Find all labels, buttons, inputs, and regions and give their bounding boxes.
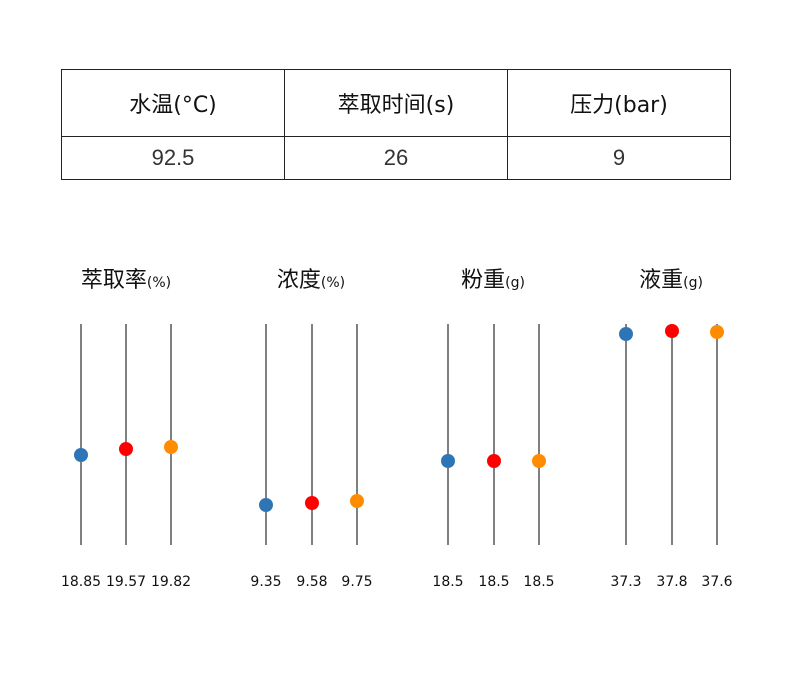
data-point <box>305 496 319 510</box>
data-label: 18.85 <box>61 574 101 590</box>
header-water-temp: 水温(°C) <box>61 69 285 137</box>
params-table: 水温(°C) 萃取时间(s) 压力(bar) 92.5 26 9 <box>61 69 731 180</box>
data-point <box>259 498 273 512</box>
data-point <box>619 327 633 341</box>
data-label: 9.35 <box>250 574 281 590</box>
data-point <box>164 440 178 454</box>
header-extraction-time: 萃取时间(s) <box>284 69 508 137</box>
data-point <box>487 454 501 468</box>
params-header-row: 水温(°C) 萃取时间(s) 压力(bar) <box>61 69 731 137</box>
data-label: 19.57 <box>106 574 146 590</box>
data-label: 18.5 <box>432 574 463 590</box>
data-label: 18.5 <box>523 574 554 590</box>
data-label: 19.82 <box>151 574 191 590</box>
params-value-row: 92.5 26 9 <box>61 136 731 180</box>
metric-title-text: 萃取率 <box>80 268 147 293</box>
data-point <box>532 454 546 468</box>
data-label: 37.3 <box>610 574 641 590</box>
value-water-temp: 92.5 <box>61 136 285 180</box>
data-label: 9.58 <box>296 574 327 590</box>
data-point <box>710 325 724 339</box>
metric-unit: (g) <box>683 275 703 291</box>
value-extraction-time: 26 <box>284 136 508 180</box>
metric-title-yield: 液重(g) <box>639 262 703 294</box>
data-point <box>119 442 133 456</box>
metric-unit: (%) <box>146 275 172 291</box>
data-label: 9.75 <box>341 574 372 590</box>
metric-title-extraction-rate: 萃取率(%) <box>81 262 171 294</box>
header-pressure: 压力(bar) <box>507 69 731 137</box>
metric-unit: (%) <box>320 275 346 291</box>
data-label: 18.5 <box>478 574 509 590</box>
data-point <box>665 324 679 338</box>
metric-unit: (g) <box>505 275 525 291</box>
value-pressure: 9 <box>507 136 731 180</box>
data-point <box>441 454 455 468</box>
metric-title-text: 浓度 <box>276 268 321 293</box>
data-point <box>74 448 88 462</box>
data-label: 37.6 <box>701 574 732 590</box>
metric-title-concentration: 浓度(%) <box>277 262 345 294</box>
data-point <box>350 494 364 508</box>
metric-title-text: 粉重 <box>461 268 506 293</box>
metric-title-dose: 粉重(g) <box>461 262 525 294</box>
data-label: 37.8 <box>656 574 687 590</box>
metric-title-text: 液重 <box>639 268 684 293</box>
